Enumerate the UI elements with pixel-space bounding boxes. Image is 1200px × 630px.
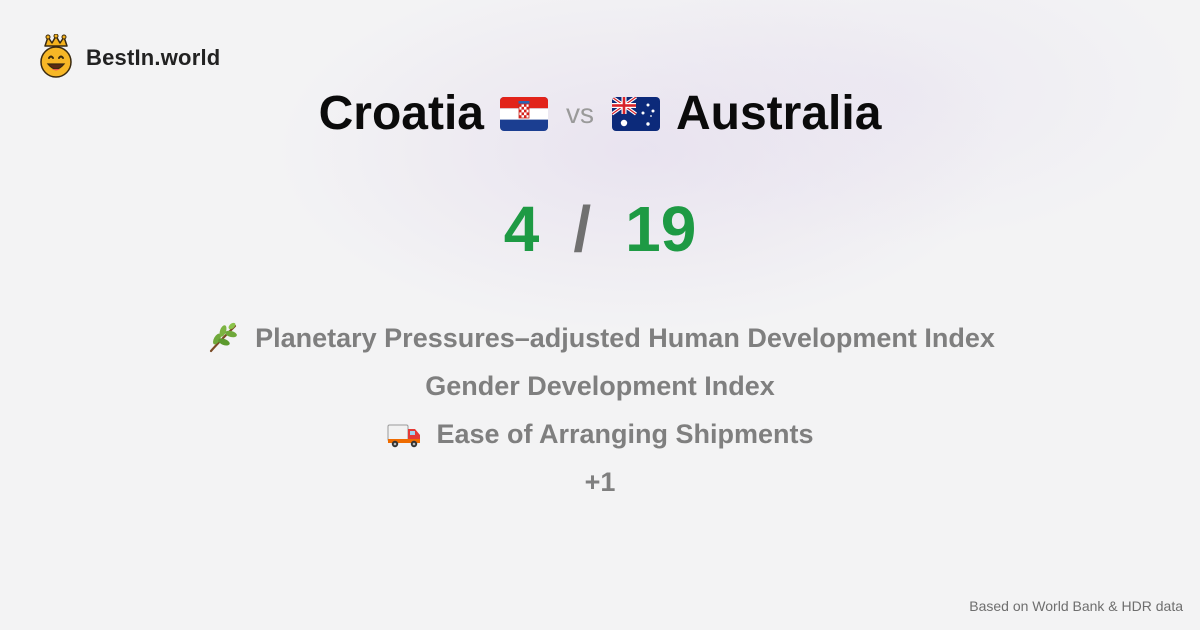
metric-list: Planetary Pressures–adjusted Human Devel…: [0, 314, 1200, 506]
croatia-flag-icon: [499, 96, 548, 131]
data-source-note: Based on World Bank & HDR data: [969, 598, 1183, 614]
comparison-title: Croatia vs: [0, 86, 1200, 141]
vs-label: vs: [565, 97, 594, 129]
plant-icon: [205, 322, 241, 354]
delivery-truck-icon: [386, 418, 422, 450]
list-item[interactable]: Gender Development Index: [0, 362, 1200, 410]
score-separator: /: [573, 193, 592, 265]
australia-flag-icon: [611, 96, 660, 131]
country-a-name[interactable]: Croatia: [318, 87, 484, 140]
score-a: 4: [503, 193, 540, 265]
score: 4 / 19: [0, 192, 1200, 266]
metric-label: Planetary Pressures–adjusted Human Devel…: [255, 322, 995, 353]
more-metrics-link[interactable]: +1: [584, 466, 616, 497]
brand[interactable]: BestIn.world: [38, 33, 221, 83]
list-item[interactable]: Ease of Arranging Shipments: [0, 410, 1200, 458]
brand-name: BestIn.world: [86, 45, 221, 70]
metric-label: Ease of Arranging Shipments: [436, 418, 814, 449]
metric-label: Gender Development Index: [425, 370, 775, 401]
list-item[interactable]: Planetary Pressures–adjusted Human Devel…: [0, 314, 1200, 362]
country-b-name[interactable]: Australia: [675, 87, 882, 140]
score-b: 19: [625, 193, 697, 265]
crowned-smiley-icon: [38, 33, 74, 83]
